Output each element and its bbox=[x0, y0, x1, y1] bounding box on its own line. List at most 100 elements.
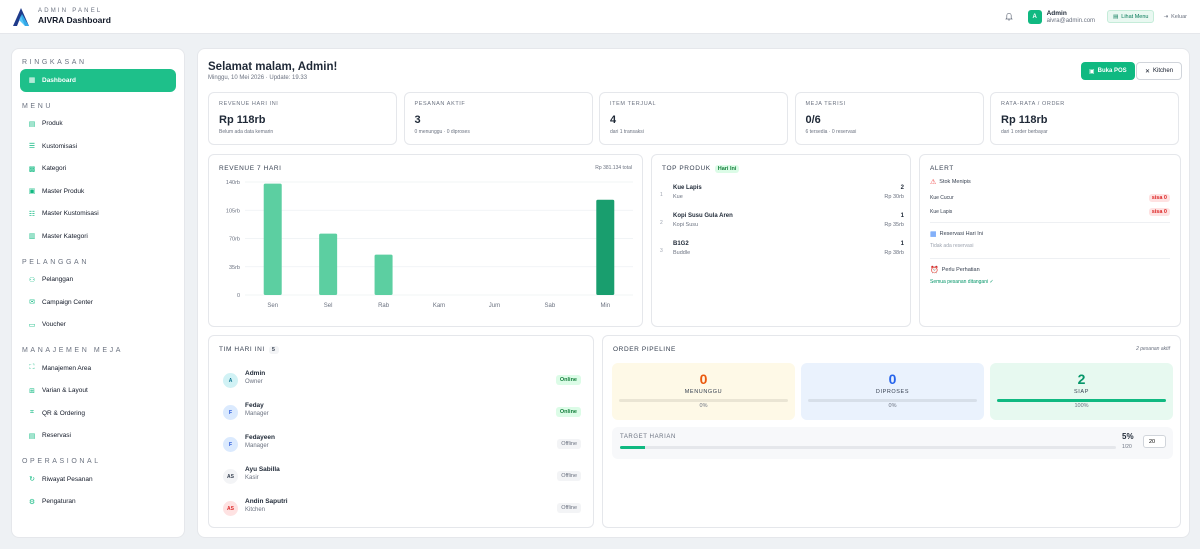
team-member-row[interactable]: F Feday Manager Online bbox=[223, 402, 581, 426]
pos-icon: ▣ bbox=[1089, 68, 1095, 75]
stat-value: 4 bbox=[610, 114, 617, 126]
team-member-row[interactable]: AS Andin Saputri Kitchen Offline bbox=[223, 498, 581, 522]
user-avatar[interactable]: A bbox=[1027, 9, 1042, 24]
bar-sen[interactable] bbox=[263, 183, 282, 295]
bar-rab[interactable] bbox=[374, 254, 393, 295]
stat-note: dari 1 order berbayar bbox=[1001, 129, 1048, 135]
stat-note: dari 1 transaksi bbox=[610, 129, 644, 135]
team-member-row[interactable]: A Admin Owner Online bbox=[223, 370, 581, 394]
sidebar-item-manajemen-area[interactable]: ⛶ Manajemen Area bbox=[20, 357, 176, 380]
customers-icon: ⚇ bbox=[28, 276, 36, 284]
x-tick-label: Min bbox=[600, 303, 610, 309]
warning-icon: ⚠ bbox=[930, 179, 937, 186]
sidebar-item-master-kustomisasi[interactable]: ☷ Master Kustomisasi bbox=[20, 203, 176, 226]
stat-label: PESANAN AKTIF bbox=[414, 101, 466, 107]
bar-sel[interactable] bbox=[319, 233, 338, 295]
calendar-icon: ▦ bbox=[930, 231, 937, 238]
x-tick-label: Jum bbox=[489, 303, 500, 309]
product-rank: 3 bbox=[660, 248, 663, 254]
open-pos-button[interactable]: ▣ Buka POS bbox=[1081, 62, 1135, 80]
sidebar-item-campaign-center[interactable]: ✉ Campaign Center bbox=[20, 291, 176, 314]
sidebar-item-produk[interactable]: ▤ Produk bbox=[20, 113, 176, 136]
bell-icon[interactable] bbox=[1002, 10, 1016, 24]
revenue-bar-chart: 0 35rb 70rb 105rb 140rb Sen Sel Rab Kam Jum Sab Min bbox=[226, 180, 633, 309]
stat-note: 0 menunggu · 0 diproses bbox=[414, 129, 470, 135]
bar-min[interactable] bbox=[596, 199, 615, 295]
sidebar-item-label: Dashboard bbox=[42, 76, 76, 84]
top-product-row[interactable]: 3 B1G2 Buddle 1 Rp 38rb bbox=[660, 241, 908, 265]
x-tick-label: Sen bbox=[267, 303, 278, 309]
x-tick-label: Sel bbox=[324, 303, 333, 309]
stat-note: 6 tersedia · 0 reservasi bbox=[805, 129, 857, 135]
pipeline-menunggu[interactable]: 0 MENUNGGU 0% bbox=[612, 363, 795, 420]
qr-icon: ⌗ bbox=[30, 409, 34, 417]
category-icon: ▩ bbox=[28, 165, 36, 173]
product-name: Kopi Susu Gula Aren bbox=[673, 213, 733, 219]
dashboard-icon: ▦ bbox=[28, 77, 36, 85]
brand-subtitle: ADMIN PANEL bbox=[38, 8, 103, 14]
low-stock-item: Kue Cucur sisa 0 bbox=[930, 194, 1170, 202]
sidebar-item-varian-layout[interactable]: ⊞ Varian & Layout bbox=[20, 380, 176, 403]
sidebar-item-reservasi[interactable]: ▤ Reservasi bbox=[20, 425, 176, 448]
member-role: Kitchen bbox=[245, 507, 266, 513]
sidebar-item-riwayat-pesanan[interactable]: ↻ Riwayat Pesanan bbox=[20, 468, 176, 491]
sidebar-item-dashboard[interactable]: ▦ Dashboard bbox=[20, 69, 176, 92]
product-rank: 2 bbox=[660, 220, 663, 226]
sidebar-item-kustomisasi[interactable]: ☰ Kustomisasi bbox=[20, 135, 176, 158]
team-member-row[interactable]: F Fedayeen Manager Offline bbox=[223, 434, 581, 458]
view-menu-button[interactable]: ▤ Lihat Menu bbox=[1107, 10, 1155, 23]
target-input[interactable] bbox=[1143, 435, 1166, 448]
user-info[interactable]: Admin aivra@admin.com bbox=[1047, 10, 1095, 24]
reservation-empty: Tidak ada reservasi bbox=[930, 243, 974, 249]
stat-value: 3 bbox=[414, 114, 421, 126]
page-title: Selamat malam, Admin! bbox=[208, 61, 338, 73]
member-name: Ayu Sabilla bbox=[245, 466, 280, 473]
attention-header: ⏰ Perlu Perhatian bbox=[930, 266, 1170, 274]
y-tick-label: 105rb bbox=[226, 208, 240, 214]
sidebar-item-pengaturan[interactable]: ⚙ Pengaturan bbox=[20, 491, 176, 514]
alert-title: ALERT bbox=[930, 165, 954, 172]
kitchen-button[interactable]: ✕ Kitchen bbox=[1136, 62, 1183, 80]
sidebar-item-kategori[interactable]: ▩ Kategori bbox=[20, 158, 176, 181]
sidebar-item-pelanggan[interactable]: ⚇ Pelanggan bbox=[20, 269, 176, 292]
customize-icon: ☰ bbox=[28, 143, 36, 151]
product-qty: 1 bbox=[900, 241, 904, 247]
sidebar-item-voucher[interactable]: ▭ Voucher bbox=[20, 314, 176, 337]
member-name: Fedayeen bbox=[245, 434, 275, 441]
pipeline-diproses[interactable]: 0 DIPROSES 0% bbox=[801, 363, 984, 420]
y-tick-label: 0 bbox=[237, 293, 240, 299]
view-menu-label: Lihat Menu bbox=[1121, 13, 1149, 20]
team-header: TIM HARI INI 5 bbox=[219, 346, 279, 354]
reservation-title: Reservasi Hari Ini bbox=[939, 231, 984, 237]
voucher-icon: ▭ bbox=[28, 321, 36, 329]
top-product-row[interactable]: 2 Kopi Susu Gula Aren Kopi Susu 1 Rp 35rb bbox=[660, 213, 908, 237]
target-label: TARGET HARIAN bbox=[620, 434, 676, 440]
stock-item-name: Kue Lapis bbox=[930, 209, 953, 215]
sidebar-item-label: Master Kustomisasi bbox=[42, 210, 99, 218]
status-badge: Online bbox=[555, 375, 581, 385]
brand: ADMIN PANEL AIVRA Dashboard bbox=[38, 8, 111, 25]
team-member-row[interactable]: AS Ayu Sabilla Kasir Offline bbox=[223, 466, 581, 490]
today-badge: Hari Ini bbox=[714, 165, 740, 173]
top-product-row[interactable]: 1 Kue Lapis Kue 2 Rp 30rb bbox=[660, 185, 908, 209]
pipeline-label: SIAP bbox=[1074, 389, 1089, 395]
sidebar-item-master-kategori[interactable]: ▥ Master Kategori bbox=[20, 225, 176, 248]
menu-icon: ▤ bbox=[1113, 13, 1119, 20]
avatar: F bbox=[223, 405, 238, 420]
daily-target: TARGET HARIAN 5% 1/20 bbox=[612, 427, 1173, 459]
pipeline-siap[interactable]: 2 SIAP 100% bbox=[990, 363, 1173, 420]
stat-value: Rp 118rb bbox=[219, 114, 266, 126]
product-price: Rp 38rb bbox=[884, 250, 904, 256]
brand-title: AIVRA Dashboard bbox=[38, 15, 111, 25]
pipeline-count: 0 bbox=[888, 371, 897, 387]
stock-remaining-badge: sisa 0 bbox=[1148, 208, 1170, 216]
y-tick-label: 35rb bbox=[229, 265, 240, 271]
master-category-icon: ▥ bbox=[28, 233, 36, 241]
stat-label: REVENUE HARI INI bbox=[219, 101, 279, 107]
sidebar-item-qr-ordering[interactable]: ⌗ QR & Ordering bbox=[20, 402, 176, 425]
logout-button[interactable]: ⇥ Keluar bbox=[1160, 10, 1190, 23]
status-badge: Online bbox=[555, 407, 581, 417]
top-products-header: TOP PRODUK Hari Ini bbox=[662, 165, 740, 173]
x-tick-label: Rab bbox=[378, 303, 390, 309]
sidebar-item-master-produk[interactable]: ▣ Master Produk bbox=[20, 180, 176, 203]
